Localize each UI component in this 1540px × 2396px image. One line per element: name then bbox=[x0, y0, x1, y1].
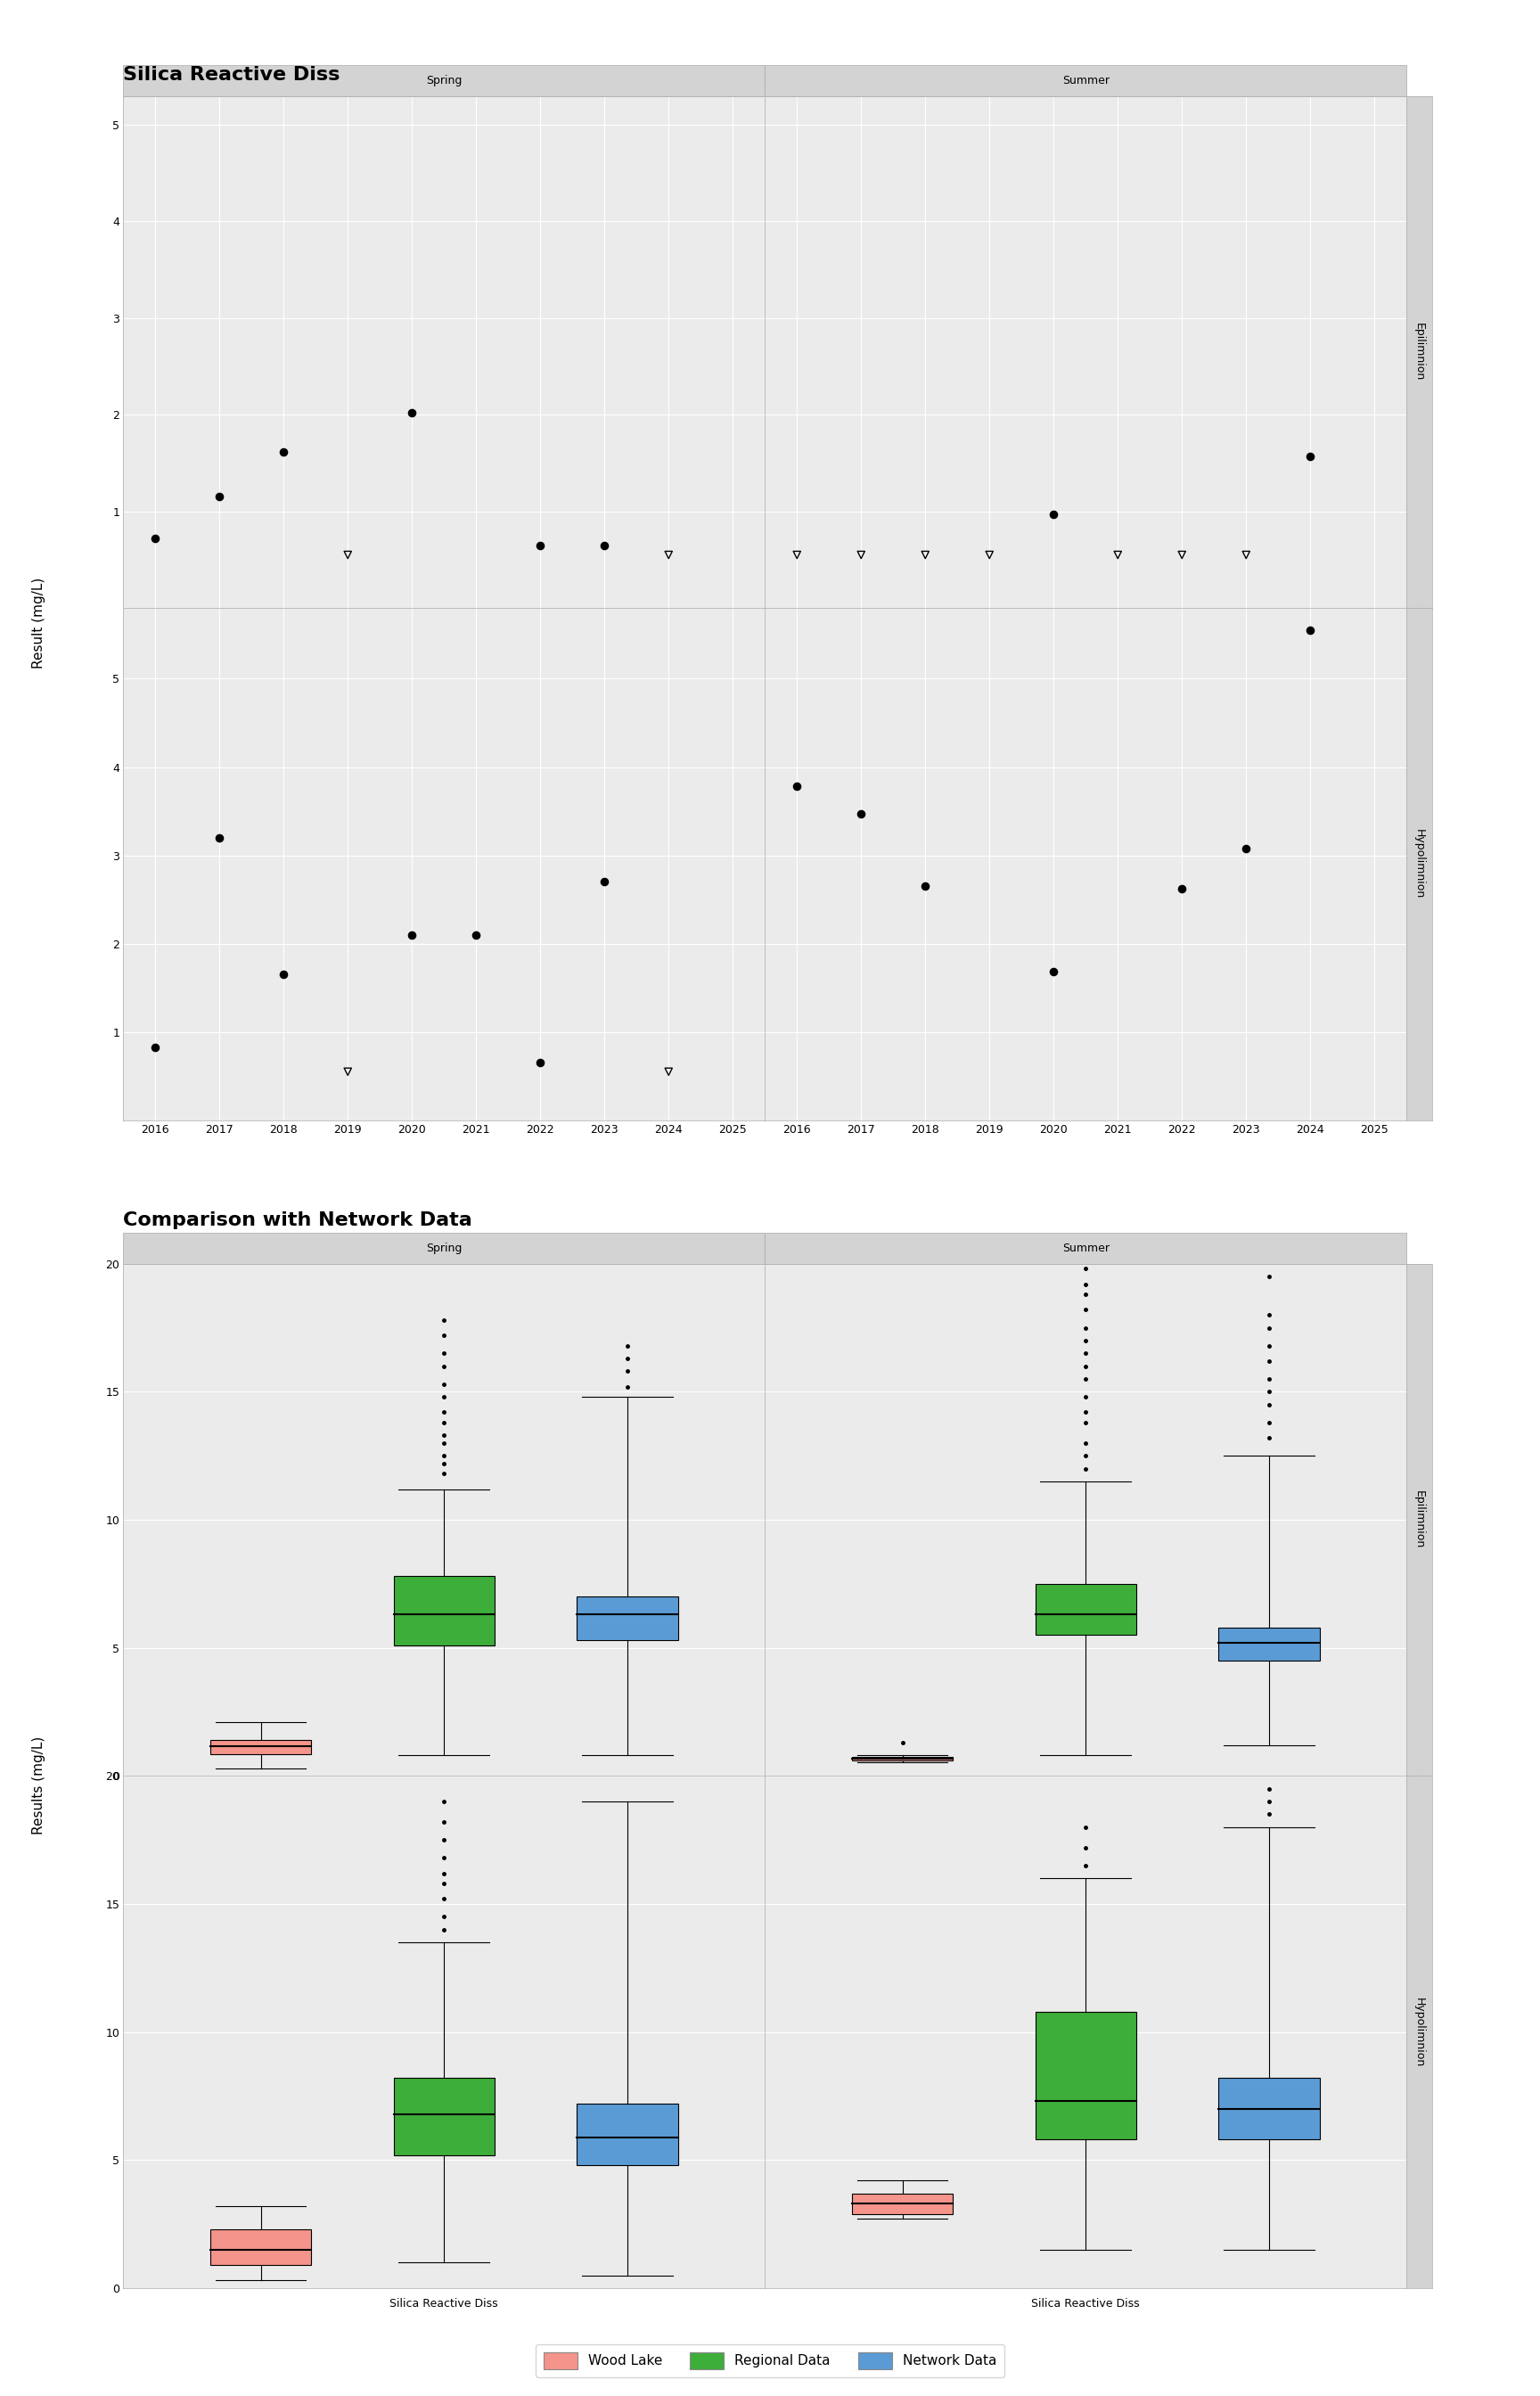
Bar bbox=[1218, 1627, 1320, 1660]
Bar bbox=[852, 2192, 953, 2214]
Text: Spring: Spring bbox=[427, 74, 462, 86]
Text: Epilimnion: Epilimnion bbox=[1414, 323, 1424, 381]
Point bbox=[1041, 954, 1066, 992]
Text: Hypolimnion: Hypolimnion bbox=[1414, 1998, 1424, 2068]
Bar bbox=[578, 2104, 678, 2166]
X-axis label: Silica Reactive Diss: Silica Reactive Diss bbox=[1032, 2298, 1140, 2310]
X-axis label: Silica Reactive Diss: Silica Reactive Diss bbox=[390, 2298, 499, 2310]
Text: Summer: Summer bbox=[1063, 1244, 1109, 1253]
Point bbox=[1169, 537, 1193, 575]
Point bbox=[399, 915, 424, 954]
Text: Comparison with Network Data: Comparison with Network Data bbox=[123, 1212, 473, 1229]
Point bbox=[1041, 496, 1066, 534]
Point bbox=[784, 767, 808, 805]
Point bbox=[143, 1028, 168, 1066]
FancyBboxPatch shape bbox=[123, 1234, 765, 1263]
Point bbox=[1298, 611, 1323, 649]
Point bbox=[336, 537, 360, 575]
Point bbox=[656, 537, 681, 575]
Point bbox=[976, 537, 1001, 575]
Legend: Wood Lake, Regional Data, Network Data: Wood Lake, Regional Data, Network Data bbox=[536, 2343, 1004, 2377]
FancyBboxPatch shape bbox=[123, 65, 765, 96]
Point bbox=[1234, 537, 1258, 575]
Point bbox=[528, 527, 553, 565]
Point bbox=[143, 520, 168, 558]
Point bbox=[464, 915, 488, 954]
Point bbox=[399, 393, 424, 431]
Point bbox=[913, 867, 938, 906]
Point bbox=[849, 795, 873, 834]
Text: Epilimnion: Epilimnion bbox=[1414, 1490, 1424, 1548]
Text: Silica Reactive Diss: Silica Reactive Diss bbox=[123, 67, 340, 84]
Point bbox=[656, 1052, 681, 1090]
Bar bbox=[394, 2077, 494, 2154]
Point bbox=[206, 819, 231, 858]
Point bbox=[1106, 537, 1130, 575]
Point bbox=[271, 956, 296, 994]
Point bbox=[1298, 436, 1323, 474]
Text: Results (mg/L): Results (mg/L) bbox=[32, 1735, 45, 1835]
Point bbox=[913, 537, 938, 575]
Bar bbox=[1218, 2077, 1320, 2140]
Bar bbox=[852, 1756, 953, 1761]
Point bbox=[336, 1052, 360, 1090]
Bar bbox=[578, 1596, 678, 1641]
Bar bbox=[1035, 2013, 1137, 2140]
Bar bbox=[1035, 1584, 1137, 1634]
Bar bbox=[394, 1577, 494, 1646]
Point bbox=[206, 477, 231, 515]
Point bbox=[849, 537, 873, 575]
FancyBboxPatch shape bbox=[765, 65, 1406, 96]
Text: Summer: Summer bbox=[1063, 74, 1109, 86]
Point bbox=[271, 431, 296, 470]
Point bbox=[1234, 829, 1258, 867]
Point bbox=[591, 527, 616, 565]
Point bbox=[528, 1045, 553, 1083]
Point bbox=[784, 537, 808, 575]
FancyBboxPatch shape bbox=[765, 1234, 1406, 1263]
Bar bbox=[211, 1739, 311, 1754]
Bar bbox=[211, 2228, 311, 2264]
Point bbox=[591, 863, 616, 901]
Point bbox=[1169, 870, 1193, 908]
Text: Result (mg/L): Result (mg/L) bbox=[32, 577, 45, 668]
Text: Spring: Spring bbox=[427, 1244, 462, 1253]
Text: Hypolimnion: Hypolimnion bbox=[1414, 829, 1424, 898]
